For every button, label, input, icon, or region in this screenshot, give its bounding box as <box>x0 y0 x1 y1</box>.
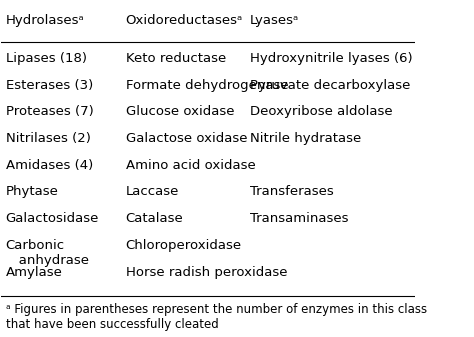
Text: Nitrilases (2): Nitrilases (2) <box>6 132 91 145</box>
Text: Proteases (7): Proteases (7) <box>6 105 93 118</box>
Text: Galactose oxidase: Galactose oxidase <box>126 132 247 145</box>
Text: Oxidoreductasesᵃ: Oxidoreductasesᵃ <box>126 14 243 27</box>
Text: Phytase: Phytase <box>6 185 58 198</box>
Text: Chloroperoxidase: Chloroperoxidase <box>126 239 242 252</box>
Text: Lyasesᵃ: Lyasesᵃ <box>250 14 299 27</box>
Text: Carbonic
   anhydrase: Carbonic anhydrase <box>6 239 89 267</box>
Text: Catalase: Catalase <box>126 212 183 225</box>
Text: Nitrile hydratase: Nitrile hydratase <box>250 132 361 145</box>
Text: Transaminases: Transaminases <box>250 212 348 225</box>
Text: Hydrolasesᵃ: Hydrolasesᵃ <box>6 14 84 27</box>
Text: Amylase: Amylase <box>6 266 63 278</box>
Text: Pyruvate decarboxylase: Pyruvate decarboxylase <box>250 79 410 92</box>
Text: Lipases (18): Lipases (18) <box>6 52 87 65</box>
Text: ᵃ Figures in parentheses represent the number of enzymes in this class
that have: ᵃ Figures in parentheses represent the n… <box>6 303 427 331</box>
Text: Laccase: Laccase <box>126 185 179 198</box>
Text: Formate dehydrogenase: Formate dehydrogenase <box>126 79 288 92</box>
Text: Galactosidase: Galactosidase <box>6 212 99 225</box>
Text: Esterases (3): Esterases (3) <box>6 79 93 92</box>
Text: Horse radish peroxidase: Horse radish peroxidase <box>126 266 287 278</box>
Text: Hydroxynitrile lyases (6): Hydroxynitrile lyases (6) <box>250 52 412 65</box>
Text: Deoxyribose aldolase: Deoxyribose aldolase <box>250 105 392 118</box>
Text: Amidases (4): Amidases (4) <box>6 159 93 172</box>
Text: Keto reductase: Keto reductase <box>126 52 226 65</box>
Text: Glucose oxidase: Glucose oxidase <box>126 105 234 118</box>
Text: Amino acid oxidase: Amino acid oxidase <box>126 159 255 172</box>
Text: Transferases: Transferases <box>250 185 333 198</box>
